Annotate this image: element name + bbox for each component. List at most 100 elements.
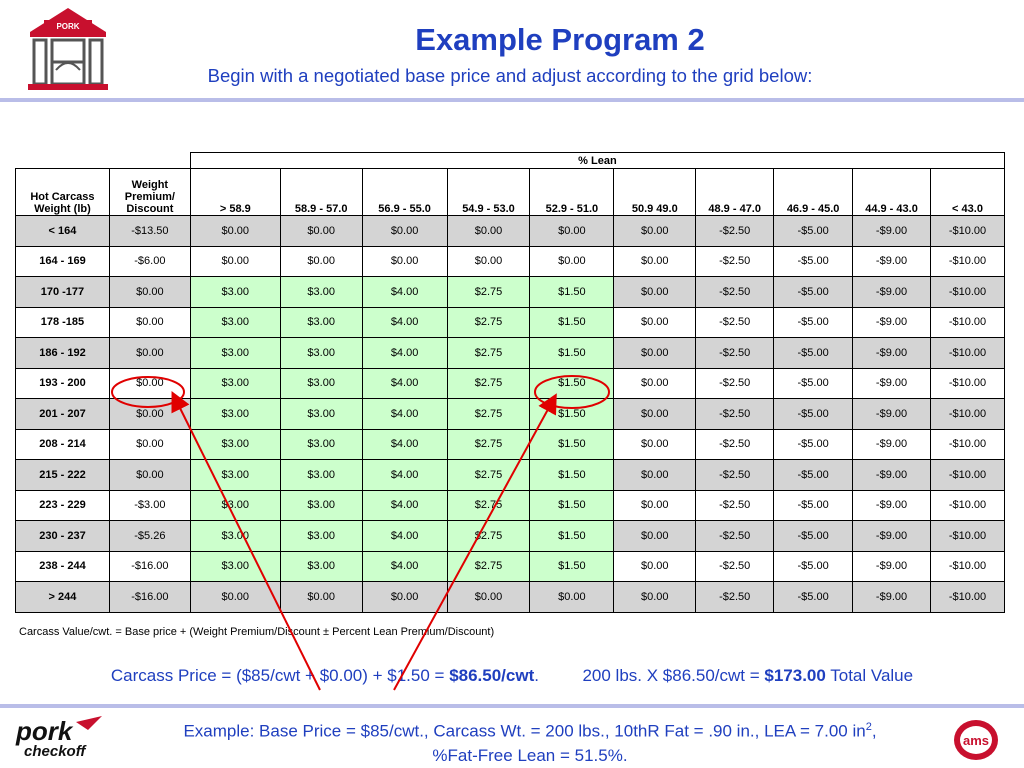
page-subtitle: Begin with a negotiated base price and a… [207, 65, 813, 86]
total-value-result: $173.00 [764, 666, 826, 685]
table-row: 178 -185 $0.00 $3.00 $3.00 $4.00 $2.75 $1.50 $0… [15, 306, 1006, 338]
lean-premium-cell: $3.00 [189, 276, 281, 308]
lean-premium-cell: $4.00 [361, 337, 448, 369]
table-row: < 164 -$13.50 $0.00 $0.00 $0.00 $0.00 $0.00 $0.… [15, 215, 1006, 247]
lean-column-header: 54.9 - 53.0 [446, 168, 531, 216]
example-note: Example: Base Price = $85/cwt., Carcass … [183, 721, 877, 765]
lean-premium-cell: $4.00 [361, 306, 448, 338]
lean-premium-cell: -$5.00 [773, 367, 854, 399]
lean-premium-cell: -$9.00 [852, 306, 931, 338]
lean-premium-cell: $0.00 [613, 550, 697, 582]
lean-premium-cell: -$5.00 [773, 276, 854, 308]
lean-premium-cell: $2.75 [446, 367, 531, 399]
weight-range-cell: 238 - 244 [15, 550, 110, 582]
lean-premium-cell: -$10.00 [929, 398, 1006, 430]
weight-premium-arrow [171, 391, 321, 691]
lean-premium-cell: $2.75 [446, 428, 531, 460]
lean-premium-cell: -$9.00 [852, 337, 931, 369]
lean-premium-cell: $0.00 [279, 245, 363, 277]
table-row: 230 - 237 -$5.26 $3.00 $3.00 $4.00 $2.75 $1.50… [15, 520, 1006, 552]
lean-premium-cell: -$2.50 [695, 245, 775, 277]
lean-premium-cell: -$10.00 [929, 215, 1006, 247]
premium-discount-grid: % Lean Hot Carcass Weight (lb) Weight Prem… [15, 152, 1006, 613]
lean-premium-cell: -$2.50 [695, 398, 775, 430]
lean-premium-cell: $1.50 [529, 306, 615, 338]
lean-premium-cell: $0.00 [361, 245, 448, 277]
lean-premium-cell: $4.00 [361, 489, 448, 521]
lean-premium-cell: $0.00 [613, 367, 697, 399]
weight-range-cell: 193 - 200 [15, 367, 110, 399]
lean-premium-cell: -$5.00 [773, 581, 854, 613]
carcass-price-text: Carcass Price = ($85/cwt + $0.00) + $1.5… [110, 666, 450, 685]
lean-column-header: 48.9 - 47.0 [695, 168, 775, 216]
footer-divider [0, 704, 1024, 708]
lean-premium-cell: -$9.00 [852, 398, 931, 430]
weight-premium-cell: $0.00 [108, 459, 191, 491]
lean-column-header: 50.9 49.0 [613, 168, 697, 216]
weight-premium-cell: -$3.00 [108, 489, 191, 521]
weight-column-header: Hot Carcass Weight (lb) [15, 168, 110, 216]
lean-premium-cell: $0.00 [613, 489, 697, 521]
weight-premium-cell: $0.00 [108, 276, 191, 308]
weight-range-cell: 208 - 214 [15, 428, 110, 460]
lean-premium-cell: -$5.00 [773, 398, 854, 430]
lean-premium-cell: -$10.00 [929, 428, 1006, 460]
lean-premium-cell: $1.50 [529, 428, 615, 460]
lean-premium-cell: -$9.00 [852, 428, 931, 460]
lean-premium-cell: $0.00 [446, 581, 531, 613]
lean-premium-cell: -$2.50 [695, 459, 775, 491]
pork-board-logo: PORK [22, 6, 114, 96]
logo-text: PORK [56, 22, 79, 31]
lean-premium-cell: $0.00 [189, 215, 281, 247]
weight-range-cell: < 164 [15, 215, 110, 247]
lean-column-header: 58.9 - 57.0 [279, 168, 363, 216]
lean-premium-cell: $0.00 [529, 215, 615, 247]
lean-premium-cell: $2.75 [446, 337, 531, 369]
lean-column-header: < 43.0 [929, 168, 1006, 216]
lean-premium-cell: -$5.00 [773, 520, 854, 552]
lean-premium-cell: $2.75 [446, 398, 531, 430]
weight-range-cell: 230 - 237 [15, 520, 110, 552]
lean-premium-cell: $2.75 [446, 520, 531, 552]
lean-premium-cell: -$9.00 [852, 245, 931, 277]
lean-premium-cell: -$10.00 [929, 520, 1006, 552]
lean-premium-cell: $3.00 [189, 428, 281, 460]
lean-premium-cell: -$5.00 [773, 215, 854, 247]
svg-text:ams: ams [963, 733, 989, 748]
lean-premium-cell: $0.00 [279, 215, 363, 247]
lean-premium-cell: -$9.00 [852, 489, 931, 521]
lean-premium-cell: $0.00 [613, 306, 697, 338]
pork-checkoff-logo: pork checkoff [14, 714, 106, 762]
lean-premium-cell: $3.00 [279, 306, 363, 338]
weight-premium-cell: $0.00 [108, 398, 191, 430]
lean-premium-cell: $0.00 [613, 276, 697, 308]
svg-text:pork: pork [15, 716, 74, 746]
lean-premium-cell: $0.00 [529, 581, 615, 613]
weight-range-cell: > 244 [15, 581, 110, 613]
lean-premium-cell: -$9.00 [852, 367, 931, 399]
lean-premium-cell: $2.75 [446, 306, 531, 338]
weight-premium-cell: -$16.00 [108, 581, 191, 613]
lean-premium-cell: $0.00 [613, 337, 697, 369]
premium-column-header: Weight Premium/Discount [108, 168, 191, 216]
lean-premium-cell: -$2.50 [695, 306, 775, 338]
lean-premium-cell: $3.00 [189, 306, 281, 338]
lean-premium-cell: -$2.50 [695, 550, 775, 582]
table-row: 201 - 207 $0.00 $3.00 $3.00 $4.00 $2.75 $1.50 $… [15, 398, 1006, 430]
header-divider [0, 98, 1024, 102]
lean-premium-cell: $3.00 [279, 428, 363, 460]
lean-premium-cell: $3.00 [189, 367, 281, 399]
weight-range-cell: 170 -177 [15, 276, 110, 308]
lean-premium-cell: -$10.00 [929, 459, 1006, 491]
lean-premium-cell: $3.00 [189, 337, 281, 369]
lean-premium-arrow [393, 393, 557, 691]
lean-premium-cell: $1.50 [529, 459, 615, 491]
lean-premium-cell: $0.00 [361, 581, 448, 613]
lean-premium-cell: $3.00 [279, 489, 363, 521]
weight-premium-cell: $0.00 [108, 306, 191, 338]
ams-logo: ams [952, 718, 1000, 762]
lean-premium-cell: $4.00 [361, 459, 448, 491]
lean-column-header: 46.9 - 45.0 [773, 168, 854, 216]
lean-premium-cell: -$5.00 [773, 306, 854, 338]
lean-premium-cell: -$9.00 [852, 215, 931, 247]
